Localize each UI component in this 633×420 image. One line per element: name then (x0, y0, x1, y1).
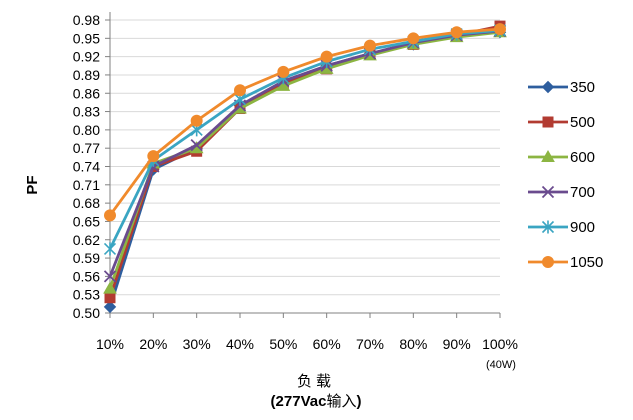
series-line-900 (108, 28, 501, 250)
marker-stroke (541, 185, 555, 199)
x-axis-label-line2: (277Vac输入) (271, 393, 362, 410)
marker-stroke (190, 138, 203, 152)
x-tick-label: 20% (139, 336, 167, 352)
legend-item-1050: 1050 (528, 254, 603, 271)
y-tick-label: 0.56 (73, 268, 100, 284)
x-tick-label: 100% (482, 336, 518, 352)
data-point-900 (103, 242, 117, 256)
x-axis-label-line1: 负载 (297, 373, 335, 390)
legend-label: 900 (570, 219, 595, 236)
legend-label: 1050 (570, 254, 603, 271)
legend-item-500: 500 (528, 114, 595, 131)
y-tick-label: 0.83 (73, 104, 100, 120)
data-point-600 (103, 281, 117, 294)
legend-label: 700 (570, 184, 595, 201)
x-tick-label: 40% (226, 336, 254, 352)
x-axis-label-line2-rest: 输入 (326, 393, 356, 410)
data-point-1050 (494, 23, 506, 36)
axes (105, 12, 501, 318)
legend-item-600: 600 (528, 149, 595, 166)
data-point-1050 (277, 65, 290, 78)
legend-marker (542, 256, 554, 268)
series-lines (103, 20, 507, 314)
legend-label: 500 (570, 114, 595, 131)
marker-stroke (103, 270, 117, 283)
y-tick-label: 0.65 (73, 213, 100, 229)
data-point-1050 (364, 39, 376, 52)
y-tick-label: 0.62 (73, 232, 100, 248)
y-tick-label: 0.77 (73, 140, 100, 156)
data-point-350 (103, 300, 117, 314)
data-point-1050 (147, 150, 160, 163)
legend-marker (541, 185, 555, 199)
x-tick-label: 80% (399, 336, 427, 352)
data-point-1050 (234, 84, 246, 97)
x-tick-label: 70% (356, 336, 384, 352)
series-900 (103, 23, 507, 256)
data-point-700 (103, 270, 117, 283)
legend-marker (541, 80, 555, 94)
series-1050 (104, 23, 506, 222)
legend-item-350: 350 (528, 79, 595, 96)
data-point-1050 (320, 50, 333, 63)
y-tick-labels: 0.50 0.53 0.56 0.59 0.62 0.65 0.68 0.71 0.74 0.77… (73, 12, 100, 321)
series-line-1050 (108, 27, 501, 217)
y-tick-label: 0.80 (73, 122, 100, 138)
legend-marker (542, 116, 554, 128)
x-tick-label: 90% (443, 336, 471, 352)
y-tick-label: 0.59 (73, 250, 100, 266)
legend-label: 350 (570, 79, 595, 96)
x-tick-label: 10% (96, 336, 124, 352)
x-tick-labels: 10% 20% 30% 40% 50% 60% 70% 80% 90% 100% (96, 336, 518, 352)
y-tick-label: 0.53 (73, 287, 100, 303)
data-point-700 (190, 138, 203, 152)
legend-item-700: 700 (528, 184, 595, 201)
y-tick-label: 0.86 (73, 85, 100, 101)
legend-marker (541, 149, 555, 162)
legend-item-900: 900 (528, 219, 595, 236)
x-tick-label: 30% (183, 336, 211, 352)
y-axis-label: PF (24, 175, 41, 194)
x-axis-label-line2-bold: (277Vac (271, 393, 327, 410)
y-tick-label: 0.98 (73, 12, 100, 28)
legend-marker (541, 220, 555, 234)
y-tick-label: 0.74 (73, 159, 100, 175)
data-point-1050 (450, 26, 463, 39)
x-tick-label: 60% (313, 336, 341, 352)
data-point-1050 (407, 32, 420, 45)
y-tick-label: 0.89 (73, 67, 100, 83)
series-line-500 (108, 24, 501, 299)
x-axis-label-line2-close: ) (356, 393, 361, 410)
legend-label: 600 (570, 149, 595, 166)
legend: 350 500 600 700 900 1050 (528, 79, 603, 271)
x-tick-label: 50% (269, 336, 297, 352)
y-tick-label: 0.50 (73, 305, 100, 321)
y-tick-label: 0.71 (73, 177, 100, 193)
data-point-500 (104, 292, 116, 304)
y-tick-label: 0.92 (73, 49, 100, 65)
y-tick-label: 0.68 (73, 195, 100, 211)
y-tick-label: 0.95 (73, 30, 100, 46)
x-extra-label: (40W) (486, 359, 516, 371)
data-point-1050 (104, 209, 116, 222)
data-point-1050 (190, 114, 203, 127)
